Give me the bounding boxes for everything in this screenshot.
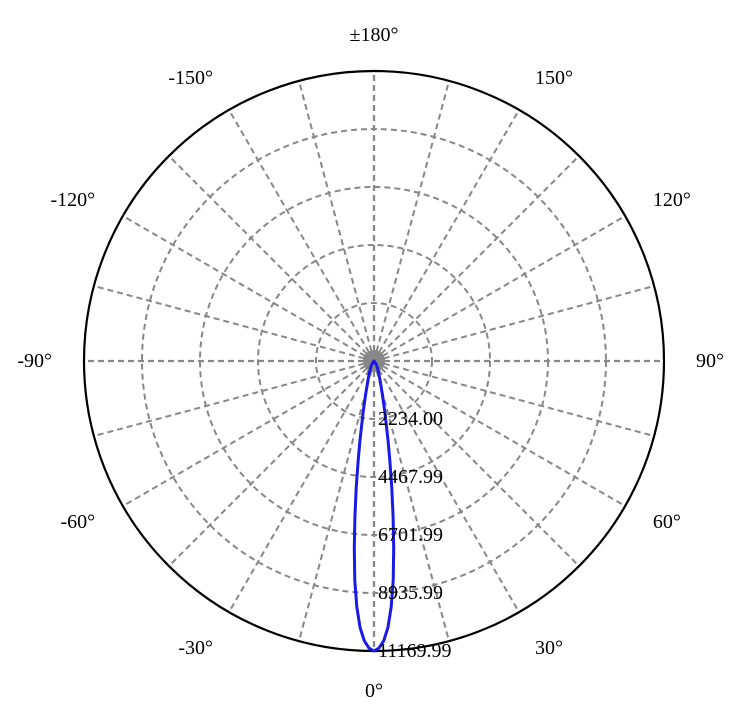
grid-spoke <box>374 216 625 361</box>
angle-tick-label: 60° <box>653 511 681 533</box>
radial-tick-label: 11169.99 <box>378 640 452 662</box>
grid-spoke <box>94 361 374 436</box>
grid-spoke <box>169 361 374 566</box>
angle-tick-label: 150° <box>535 67 573 89</box>
grid-spoke <box>123 361 374 506</box>
polar-chart: 2234.00 4467.99 6701.99 8935.99 11169.99 0° 30… <box>0 0 749 722</box>
angle-tick-label: -120° <box>50 189 95 211</box>
grid-spoke <box>169 156 374 361</box>
radial-tick-label: 8935.99 <box>378 582 443 604</box>
angle-tick-label: -150° <box>168 67 213 89</box>
radial-tick-label: 2234.00 <box>378 408 443 430</box>
angle-tick-label: -90° <box>17 350 52 372</box>
grid-spoke <box>229 361 374 612</box>
angle-tick-label: -60° <box>60 511 95 533</box>
grid-spoke <box>374 110 519 361</box>
polar-chart-svg: 2234.00 4467.99 6701.99 8935.99 11169.99 0° 30… <box>0 0 749 722</box>
grid-spoke <box>374 81 449 361</box>
grid-spoke <box>123 216 374 361</box>
grid-spoke <box>299 361 374 641</box>
angle-tick-label: 0° <box>365 680 383 702</box>
angle-tick-label: ±180° <box>350 24 399 46</box>
angle-tick-label: 30° <box>535 637 563 659</box>
angle-tick-label: 90° <box>696 350 724 372</box>
grid-spoke <box>374 286 654 361</box>
grid-spoke <box>374 156 579 361</box>
angle-tick-label: -30° <box>178 637 213 659</box>
grid-spoke <box>299 81 374 361</box>
grid-spoke <box>229 110 374 361</box>
radial-tick-label: 6701.99 <box>378 524 443 546</box>
radial-tick-label: 4467.99 <box>378 466 443 488</box>
angle-tick-label: 120° <box>653 189 691 211</box>
grid-spoke <box>94 286 374 361</box>
